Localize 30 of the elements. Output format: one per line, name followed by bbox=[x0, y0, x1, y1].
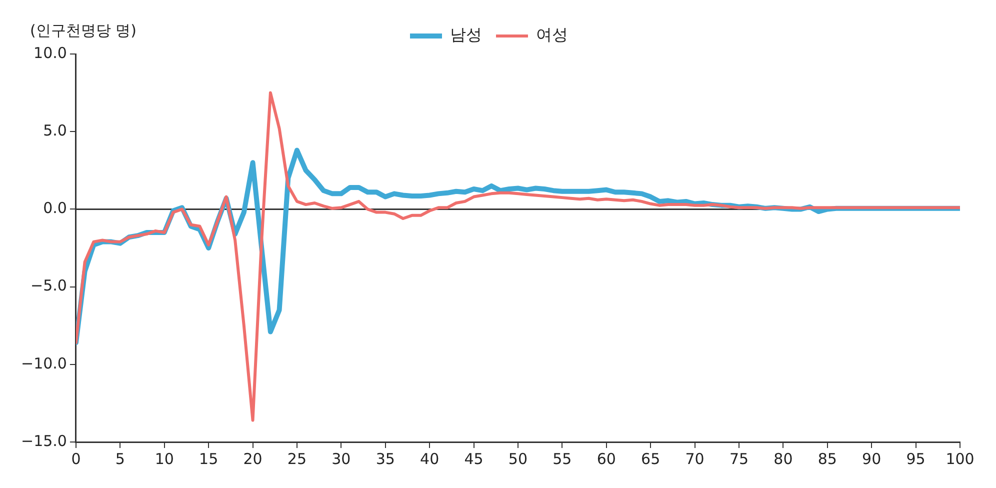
y-tick-label: −15.0 bbox=[21, 432, 67, 450]
y-tick-label: 5.0 bbox=[43, 121, 67, 140]
x-tick-label: 10 bbox=[154, 450, 174, 468]
x-tick-label: 70 bbox=[685, 450, 704, 468]
y-tick-label: −5.0 bbox=[30, 276, 67, 295]
x-tick-label: 35 bbox=[376, 450, 395, 468]
x-tick-label: 85 bbox=[818, 450, 837, 468]
x-tick-label: 0 bbox=[71, 450, 81, 468]
x-tick-label: 30 bbox=[332, 450, 351, 468]
x-tick-label: 25 bbox=[287, 450, 307, 468]
x-tick-label: 45 bbox=[464, 450, 484, 468]
y-tick-label: −10.0 bbox=[21, 354, 67, 372]
legend-label: 남성 bbox=[450, 25, 482, 44]
x-tick-label: 20 bbox=[243, 450, 262, 468]
x-tick-label: 75 bbox=[729, 450, 749, 468]
x-tick-label: 95 bbox=[906, 450, 926, 468]
x-tick-label: 15 bbox=[199, 450, 218, 468]
x-tick-label: 100 bbox=[946, 450, 974, 468]
x-tick-label: 50 bbox=[508, 450, 528, 468]
x-tick-label: 60 bbox=[596, 450, 616, 468]
y-tick-label: 10.0 bbox=[34, 44, 67, 62]
x-tick-label: 55 bbox=[552, 450, 572, 468]
y-tick-label: 0.0 bbox=[43, 199, 67, 218]
x-tick-label: 5 bbox=[115, 450, 125, 468]
x-tick-label: 90 bbox=[862, 450, 882, 468]
x-tick-label: 80 bbox=[774, 450, 793, 468]
y-axis-title: (인구천명당 명) bbox=[30, 21, 136, 40]
x-tick-label: 65 bbox=[641, 450, 660, 468]
legend-label: 여성 bbox=[536, 25, 568, 44]
x-tick-label: 40 bbox=[420, 450, 440, 468]
